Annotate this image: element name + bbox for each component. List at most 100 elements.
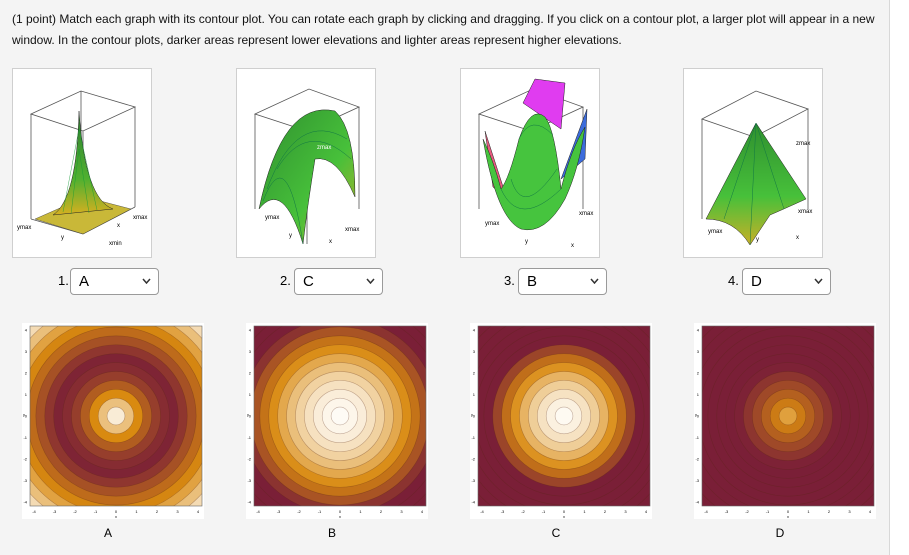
x-tick-label: -1 (542, 509, 546, 514)
y-axis-label: y (471, 412, 473, 417)
x-tick-label: 1 (807, 509, 810, 514)
y-axis-label: y (756, 237, 759, 243)
x-tick-label: 1 (359, 509, 362, 514)
x-tick-label: 4 (645, 509, 648, 514)
y-axis-label: y (289, 233, 292, 239)
chevron-down-icon (814, 278, 823, 284)
x-tick-label: 1 (583, 509, 586, 514)
y-tick-label: -3 (23, 478, 27, 483)
y-tick-label: -1 (695, 435, 699, 440)
x-axis-label: x (329, 239, 332, 245)
y-tick-label: 2 (473, 371, 476, 376)
y-tick-label: -2 (23, 457, 27, 462)
graph-4-select[interactable]: D (742, 268, 831, 295)
x-tick-label: 0 (339, 509, 342, 514)
graph-2-plot[interactable]: zmax ymax xmax y x (236, 68, 376, 258)
x-tick-label: -1 (318, 509, 322, 514)
y-tick-label: 4 (249, 328, 252, 333)
contour-label-a: A (103, 526, 112, 540)
graph-1-number: 1. (58, 273, 69, 288)
y-tick-label: -3 (695, 478, 699, 483)
y-tick-label: 3 (249, 349, 252, 354)
contour-frame (477, 325, 651, 507)
contour-plot-d[interactable]: -4 -4 -3 -3 -2 -2 -1 -1 0 0 1 1 2 2 3 3 4 4 x y (694, 323, 876, 519)
problem-panel: (1 point) Match each graph with its cont… (0, 0, 890, 555)
contour-label-d: D (775, 526, 785, 540)
y-tick-label: -3 (247, 478, 251, 483)
y-axis-label: y (247, 412, 249, 417)
x-axis-label: x (571, 243, 574, 249)
x-axis-label: x (796, 235, 799, 241)
y-tick-label: -3 (471, 478, 475, 483)
x-tick-label: 2 (380, 509, 383, 514)
y-tick-label: 1 (473, 392, 476, 397)
graph-4-plot[interactable]: zmax ymax xmax y x (683, 68, 823, 258)
ymax-label: ymax (485, 221, 499, 227)
x-axis-label: x (339, 514, 341, 519)
y-tick-label: -4 (471, 500, 475, 505)
x-axis-label: x (563, 514, 565, 519)
x-tick-label: 3 (400, 509, 403, 514)
y-axis-label: y (525, 239, 528, 245)
ymax-label: ymax (708, 229, 722, 235)
contour-ring (778, 406, 798, 426)
contour-plot-b[interactable]: -4 -4 -3 -3 -2 -2 -1 -1 0 0 1 1 2 2 3 3 4 4 x y (246, 323, 428, 519)
y-tick-label: 4 (473, 328, 476, 333)
graph-1-selected-value: A (79, 273, 90, 290)
xmax-label: xmax (345, 227, 359, 233)
y-tick-label: -1 (471, 435, 475, 440)
x-tick-label: 4 (869, 509, 872, 514)
y-tick-label: 0 (697, 414, 700, 419)
x-tick-label: -2 (745, 509, 749, 514)
x-tick-label: -3 (725, 509, 729, 514)
ymax-label: ymax (17, 225, 31, 231)
x-tick-label: 2 (604, 509, 607, 514)
graph-1-select[interactable]: A (70, 268, 159, 295)
y-tick-label: 2 (249, 371, 252, 376)
x-axis-label: x (787, 514, 789, 519)
contour-plot-c[interactable]: -4 -4 -3 -3 -2 -2 -1 -1 0 0 1 1 2 2 3 3 4 4 x y (470, 323, 652, 519)
y-tick-label: -2 (471, 457, 475, 462)
contour-ring (554, 406, 574, 426)
y-tick-label: -4 (695, 500, 699, 505)
graph-2-select[interactable]: C (294, 268, 383, 295)
x-tick-label: -3 (277, 509, 281, 514)
y-tick-label: 4 (697, 328, 700, 333)
x-tick-label: -4 (480, 509, 484, 514)
x-tick-label: 1 (135, 509, 138, 514)
graph-1-plot[interactable]: zmax xmax ymax y x xmin (12, 68, 152, 258)
graph-3-plot[interactable]: ymax xmax y x (460, 68, 600, 258)
instructions-text: (1 point) Match each graph with its cont… (12, 12, 875, 47)
contour-frame (253, 325, 427, 507)
y-tick-label: -2 (247, 457, 251, 462)
contour-frame (29, 325, 203, 507)
xmax-label: xmax (133, 215, 147, 221)
y-tick-label: 1 (249, 392, 252, 397)
y-axis-label: y (23, 412, 25, 417)
contour-plot-a[interactable]: -4 -4 -3 -3 -2 -2 -1 -1 0 0 1 1 2 2 3 3 4 4 x y (22, 323, 204, 519)
graph-2-selected-value: C (303, 273, 314, 290)
y-tick-label: -1 (247, 435, 251, 440)
zmax-label: zmax (796, 141, 810, 147)
x-axis-label: x (115, 514, 117, 519)
xmax-label: xmax (798, 209, 812, 215)
x-tick-label: 4 (421, 509, 424, 514)
zmax-label: zmax (109, 145, 123, 151)
x-tick-label: 3 (848, 509, 851, 514)
x-tick-label: -4 (256, 509, 260, 514)
xmin-label: xmin (109, 241, 122, 247)
x-tick-label: 2 (828, 509, 831, 514)
x-tick-label: 4 (197, 509, 200, 514)
y-tick-label: 1 (697, 392, 700, 397)
x-tick-label: -2 (521, 509, 525, 514)
zmax-label: zmax (317, 145, 331, 151)
graph-3-select[interactable]: B (518, 268, 607, 295)
x-tick-label: 0 (563, 509, 566, 514)
x-tick-label: 2 (156, 509, 159, 514)
x-tick-label: -3 (501, 509, 505, 514)
y-tick-label: -2 (695, 457, 699, 462)
x-tick-label: -4 (32, 509, 36, 514)
x-axis-label: x (117, 223, 120, 229)
ymax-label: ymax (265, 215, 279, 221)
contour-ring (330, 406, 350, 426)
